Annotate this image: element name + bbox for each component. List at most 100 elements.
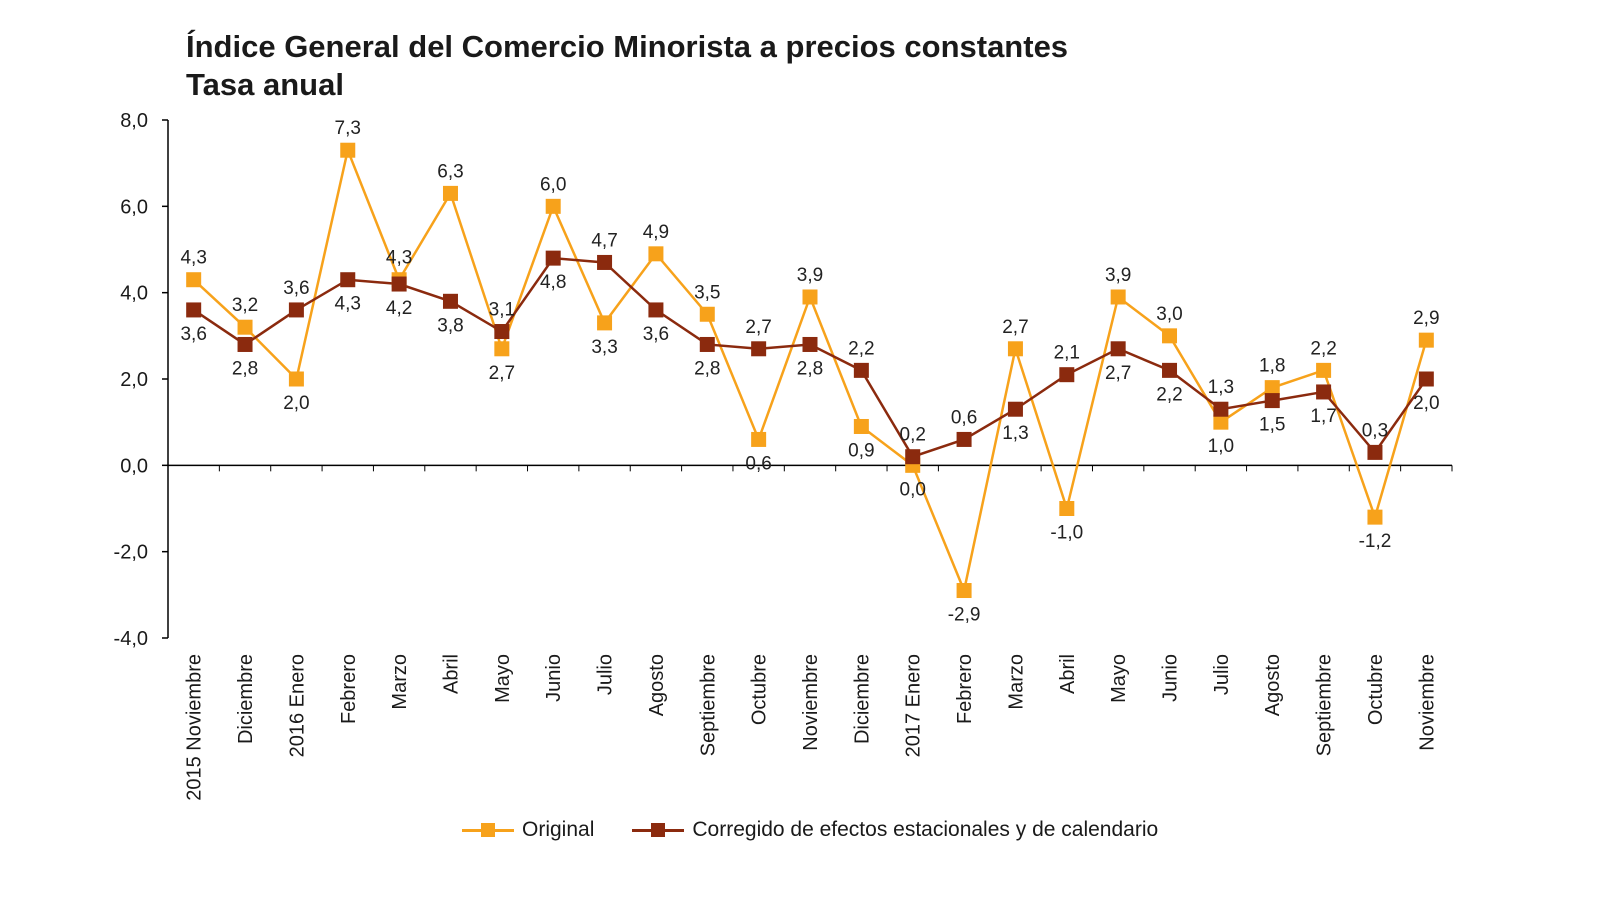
data-label-original: 6,0 xyxy=(540,174,566,195)
x-tick-label: Mayo xyxy=(1108,654,1130,703)
marker-original xyxy=(442,185,458,201)
marker-corrected xyxy=(1264,393,1280,409)
marker-original xyxy=(1162,328,1178,344)
x-tick-label: Diciembre xyxy=(851,654,873,744)
x-tick-label: Noviembre xyxy=(1416,654,1438,751)
x-tick-label: Febrero xyxy=(338,654,360,724)
x-tick-label: Junio xyxy=(543,654,565,702)
marker-corrected xyxy=(905,449,921,465)
data-label-corrected: 2,8 xyxy=(797,358,823,379)
y-tick-label: 6,0 xyxy=(120,196,148,218)
data-label-corrected: 0,2 xyxy=(900,425,926,446)
marker-original xyxy=(1007,341,1023,357)
data-label-original: 0,0 xyxy=(900,479,926,500)
data-label-corrected: 2,8 xyxy=(232,358,258,379)
data-label-corrected: 3,6 xyxy=(643,324,669,345)
data-label-corrected: 2,7 xyxy=(1105,363,1131,384)
axes: 8,0 6,0 4,0 2,0 0,0 -2,0 -4,0 xyxy=(114,110,1453,650)
data-label-corrected: 1,3 xyxy=(1002,423,1028,444)
data-label-corrected: 4,7 xyxy=(591,230,617,251)
marker-original xyxy=(288,371,304,387)
legend-swatch-original xyxy=(462,819,514,841)
x-tick-label: Agosto xyxy=(1262,654,1284,716)
data-label-original: -2,9 xyxy=(948,605,981,626)
legend-swatch-corrected xyxy=(632,819,685,841)
marker-corrected xyxy=(1059,367,1075,383)
data-label-corrected: 3,6 xyxy=(180,324,206,345)
data-label-original: 3,9 xyxy=(1105,265,1131,286)
y-tick-label: -4,0 xyxy=(114,628,148,650)
x-tick-label: Junio xyxy=(1160,654,1182,702)
marker-corrected xyxy=(597,254,613,270)
x-tick-label: Septiembre xyxy=(697,654,719,756)
data-label-original: 7,3 xyxy=(335,118,361,139)
y-tick-label: -2,0 xyxy=(114,542,148,564)
marker-original xyxy=(1213,414,1229,430)
x-tick-label: 2017 Enero xyxy=(903,654,925,757)
marker-original xyxy=(494,341,510,357)
data-label-original: -1,2 xyxy=(1359,531,1392,552)
marker-original xyxy=(1418,332,1434,348)
data-label-original: -1,0 xyxy=(1050,523,1083,544)
marker-corrected xyxy=(237,336,253,352)
marker-original xyxy=(1367,509,1383,525)
x-tick-label: Marzo xyxy=(389,654,411,710)
marker-corrected xyxy=(391,276,407,292)
marker-corrected xyxy=(853,362,869,378)
x-tick-label: Julio xyxy=(1211,654,1233,695)
data-label-corrected: 0,6 xyxy=(951,407,977,428)
x-axis-labels: 2015 Noviembre Diciembre 2016 Enero Febrero… xyxy=(184,654,1439,801)
series-line-corrected xyxy=(192,256,1428,459)
marker-original xyxy=(751,431,767,447)
data-label-original: 2,0 xyxy=(283,393,309,414)
data-label-original: 4,3 xyxy=(180,248,206,269)
marker-corrected xyxy=(288,302,304,318)
data-label-corrected: 1,7 xyxy=(1310,406,1336,427)
legend-item-corrected: Corregido de efectos estacionales y de c… xyxy=(632,818,1158,842)
marker-original xyxy=(186,272,202,288)
marker-corrected xyxy=(1162,362,1178,378)
data-label-original: 0,9 xyxy=(848,440,874,461)
marker-corrected xyxy=(751,341,767,357)
data-label-corrected: 2,1 xyxy=(1054,343,1080,364)
marker-corrected xyxy=(648,302,664,318)
y-tick-label: 4,0 xyxy=(120,283,148,305)
x-tick-label: Mayo xyxy=(492,654,514,703)
marker-corrected xyxy=(1110,341,1126,357)
data-label-corrected: 4,2 xyxy=(386,298,412,319)
marker-original xyxy=(237,319,253,335)
data-label-original: 2,7 xyxy=(489,363,515,384)
marker-corrected xyxy=(699,336,715,352)
data-label-original: 3,2 xyxy=(232,295,258,316)
data-label-original: 3,5 xyxy=(694,282,720,303)
marker-corrected xyxy=(1316,384,1332,400)
data-label-corrected: 2,7 xyxy=(745,317,771,338)
data-label-corrected: 1,3 xyxy=(1208,377,1234,398)
data-label-original: 2,9 xyxy=(1413,308,1439,329)
chart-title-main: Índice General del Comercio Minorista a … xyxy=(186,29,1069,64)
marker-corrected xyxy=(956,431,972,447)
marker-original xyxy=(545,198,561,214)
data-label-original: 6,3 xyxy=(437,161,463,182)
data-label-original: 4,9 xyxy=(643,222,669,243)
data-label-original: 4,3 xyxy=(386,248,412,269)
data-label-original: 1,0 xyxy=(1208,436,1234,457)
data-label-original: 2,7 xyxy=(1002,317,1028,338)
data-labels: 4,3 3,2 2,0 7,3 4,3 6,3 2,7 6,0 3,3 4,9 3,5 0,6 3,9 0… xyxy=(180,118,1439,625)
data-label-corrected: 2,8 xyxy=(694,358,720,379)
marker-original xyxy=(699,306,715,322)
data-label-original: 2,2 xyxy=(1310,338,1336,359)
y-tick-label: 8,0 xyxy=(120,110,148,132)
chart-title: Índice General del Comercio Minorista a … xyxy=(186,28,1068,104)
legend-label-corrected: Corregido de efectos estacionales y de c… xyxy=(692,818,1159,841)
marker-original xyxy=(340,142,356,158)
marker-corrected xyxy=(442,293,458,309)
marker-original xyxy=(956,583,972,599)
marker-original xyxy=(802,289,818,305)
markers xyxy=(186,142,1434,599)
data-label-corrected: 4,8 xyxy=(540,272,566,293)
legend-item-original: Original xyxy=(462,818,594,842)
x-tick-label: Abril xyxy=(440,654,462,694)
marker-corrected xyxy=(545,250,561,266)
